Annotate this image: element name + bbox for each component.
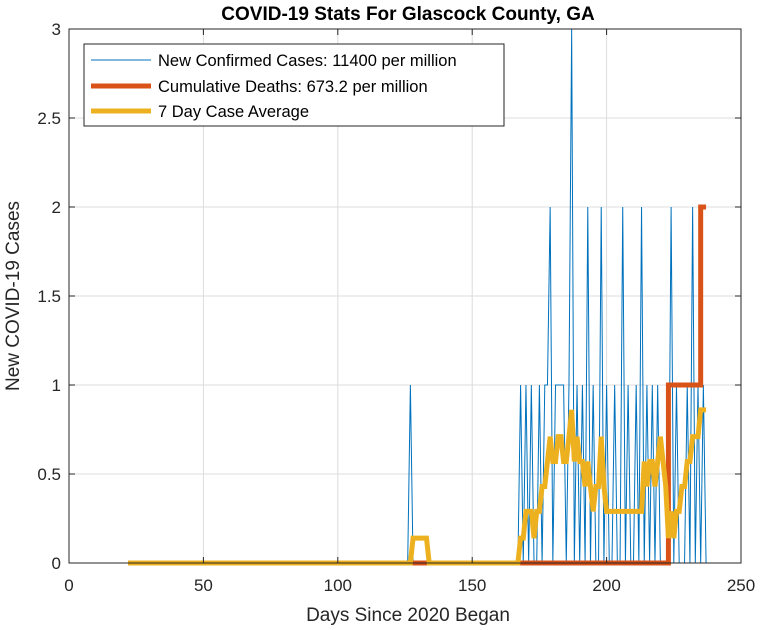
y-tick-label: 2.5 bbox=[37, 109, 61, 128]
x-tick-label: 100 bbox=[324, 576, 352, 595]
series-7-day-case-average bbox=[128, 407, 707, 566]
y-tick-label: 2 bbox=[52, 198, 61, 217]
x-tick-label: 150 bbox=[458, 576, 486, 595]
y-tick-label: 1.5 bbox=[37, 287, 61, 306]
y-axis-label: New COVID-19 Cases bbox=[3, 201, 24, 391]
x-tick-label: 50 bbox=[194, 576, 213, 595]
legend-label-cumulative-deaths: Cumulative Deaths: 673.2 per million bbox=[158, 78, 428, 96]
y-tick-label: 0 bbox=[52, 554, 61, 573]
legend: New Confirmed Cases: 11400 per million C… bbox=[83, 43, 505, 127]
legend-box bbox=[83, 43, 505, 127]
x-tick-label: 0 bbox=[64, 576, 73, 595]
legend-label-7-day-average: 7 Day Case Average bbox=[158, 103, 309, 121]
chart-title: COVID-19 Stats For Glascock County, GA bbox=[221, 4, 595, 25]
x-axis-label: Days Since 2020 Began bbox=[306, 605, 510, 626]
y-tick-label: 3 bbox=[52, 20, 61, 39]
legend-label-new-cases: New Confirmed Cases: 11400 per million bbox=[158, 52, 457, 70]
axis-ticks: 0 50 100 150 200 250 0 0.5 1 1.5 2 2.5 3 bbox=[37, 20, 755, 595]
x-tick-label: 200 bbox=[592, 576, 620, 595]
x-tick-label: 250 bbox=[727, 576, 755, 595]
y-tick-label: 1 bbox=[52, 376, 61, 395]
y-tick-label: 0.5 bbox=[37, 465, 61, 484]
